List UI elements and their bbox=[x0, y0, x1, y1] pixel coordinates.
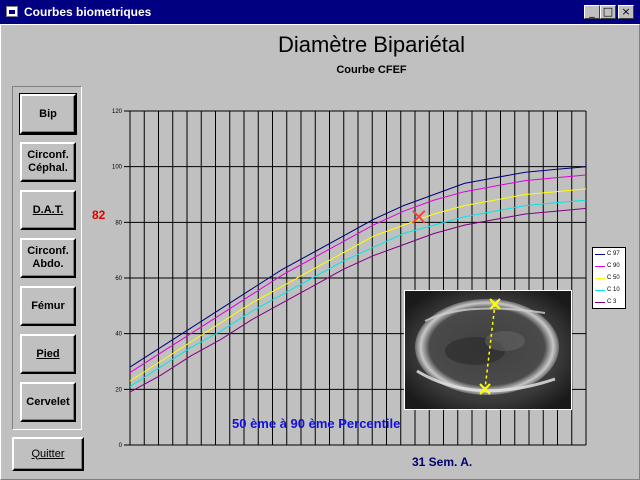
c10-line bbox=[129, 199, 587, 388]
caliper-cross-stroke bbox=[489, 298, 501, 310]
legend-swatch-c97 bbox=[595, 254, 605, 255]
legend-swatch-c90 bbox=[595, 266, 605, 267]
c90-line bbox=[129, 174, 587, 374]
y-tick-label: 0 bbox=[119, 443, 123, 449]
y-tick-label: 20 bbox=[115, 387, 122, 393]
circonf-cephal-button-label: Circonf. Céphal. bbox=[27, 149, 69, 174]
close-button[interactable]: × bbox=[618, 5, 634, 19]
c3-line bbox=[129, 207, 587, 393]
button-panel bbox=[12, 86, 82, 430]
legend-label-c50: C 50 bbox=[607, 275, 620, 281]
legend-swatch-c10 bbox=[595, 290, 605, 291]
y-tick-label: 40 bbox=[115, 332, 122, 338]
y-tick-label: 120 bbox=[112, 109, 123, 115]
y-tick-label: 100 bbox=[112, 165, 123, 171]
legend-label-c10: C 10 bbox=[607, 287, 620, 293]
window-title: Courbes biometriques bbox=[24, 5, 152, 19]
minimize-icon: _ bbox=[589, 5, 595, 18]
bip-button[interactable]: Bip bbox=[19, 93, 77, 135]
dat-button[interactable]: D.A.T. bbox=[20, 190, 76, 230]
legend-item-c50: C 50 bbox=[595, 273, 625, 283]
femur-button-label: Fémur bbox=[31, 299, 65, 312]
quit-button[interactable]: Quitter bbox=[12, 437, 84, 471]
legend-item-c3: C 3 bbox=[595, 297, 625, 307]
title-bar: Courbes biometriques _ □ × bbox=[0, 0, 640, 24]
legend-item-c10: C 10 bbox=[595, 285, 625, 295]
c50-line bbox=[129, 188, 587, 382]
pied-button-label: Pied bbox=[36, 347, 60, 360]
app-icon bbox=[6, 6, 18, 17]
ultrasound-image bbox=[404, 290, 572, 410]
quit-button-label: Quitter bbox=[31, 447, 65, 460]
dat-button-label: D.A.T. bbox=[32, 203, 64, 216]
y-tick-label: 60 bbox=[115, 276, 122, 282]
cervelet-button-label: Cervelet bbox=[26, 395, 70, 408]
c97-line bbox=[129, 166, 587, 368]
bip-button-label: Bip bbox=[39, 107, 57, 120]
caliper-cross-stroke bbox=[479, 383, 491, 395]
measurement-marker-stroke bbox=[412, 210, 426, 224]
cervelet-button[interactable]: Cervelet bbox=[20, 382, 76, 422]
gestational-weeks: 31 Sem. A. bbox=[412, 455, 473, 469]
maximize-icon: □ bbox=[602, 5, 614, 18]
legend-label-c97: C 97 bbox=[607, 251, 620, 257]
close-icon: × bbox=[621, 5, 631, 18]
femur-button[interactable]: Fémur bbox=[20, 286, 76, 326]
percentile-result: 50 ème à 90 ème Percentile bbox=[232, 416, 401, 431]
ultrasound-drawing bbox=[405, 291, 571, 409]
circonf-abdo-button-label: Circonf. Abdo. bbox=[27, 245, 69, 270]
y-tick-label: 80 bbox=[115, 220, 122, 226]
caliper-line bbox=[484, 303, 496, 390]
minimize-button[interactable]: _ bbox=[584, 5, 600, 19]
legend-item-c90: C 90 bbox=[595, 261, 625, 271]
pied-button[interactable]: Pied bbox=[20, 334, 76, 374]
chart-subtitle: Courbe CFEF bbox=[336, 64, 407, 76]
legend-label-c3: C 3 bbox=[607, 299, 617, 305]
chart-legend: C 97 C 90 C 50 C 10 C 3 bbox=[592, 247, 626, 309]
maximize-button[interactable]: □ bbox=[600, 5, 616, 19]
circonf-cephal-button[interactable]: Circonf. Céphal. bbox=[20, 142, 76, 182]
legend-swatch-c50 bbox=[595, 278, 605, 279]
legend-swatch-c3 bbox=[595, 302, 605, 303]
measured-value: 82 bbox=[92, 208, 106, 222]
chart-title: Diamètre Bipariétal bbox=[277, 32, 466, 57]
legend-label-c90: C 90 bbox=[607, 263, 620, 269]
circonf-abdo-button[interactable]: Circonf. Abdo. bbox=[20, 238, 76, 278]
legend-item-c97: C 97 bbox=[595, 249, 625, 259]
